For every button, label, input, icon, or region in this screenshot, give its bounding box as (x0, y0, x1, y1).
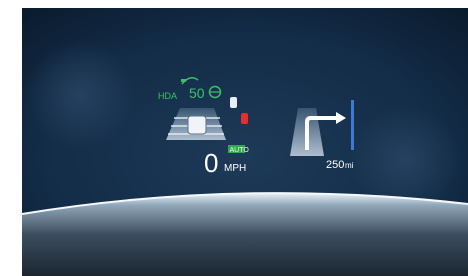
speed-limit: 50 (189, 85, 205, 101)
speed-unit: MPH (224, 163, 246, 174)
assist-car-icon (181, 79, 186, 82)
lead-vehicle-icon (230, 97, 237, 108)
distance: 250 (326, 159, 344, 171)
speed: 0 (204, 148, 218, 178)
distance-unit: mi (345, 161, 354, 170)
dashboard (22, 193, 468, 276)
distance-bar (351, 100, 354, 150)
own-vehicle-icon (188, 116, 206, 134)
assist-label: HDA (158, 91, 177, 101)
page: {"hud": {"assist_label": "HDA", "speed_l… (0, 0, 468, 276)
mode: AUTO (230, 147, 250, 154)
hud-screen: HDA 50 0 AUTO MPH 250 mi (0, 0, 468, 276)
light-blur (25, 40, 135, 150)
side-vehicle-icon (241, 113, 248, 124)
